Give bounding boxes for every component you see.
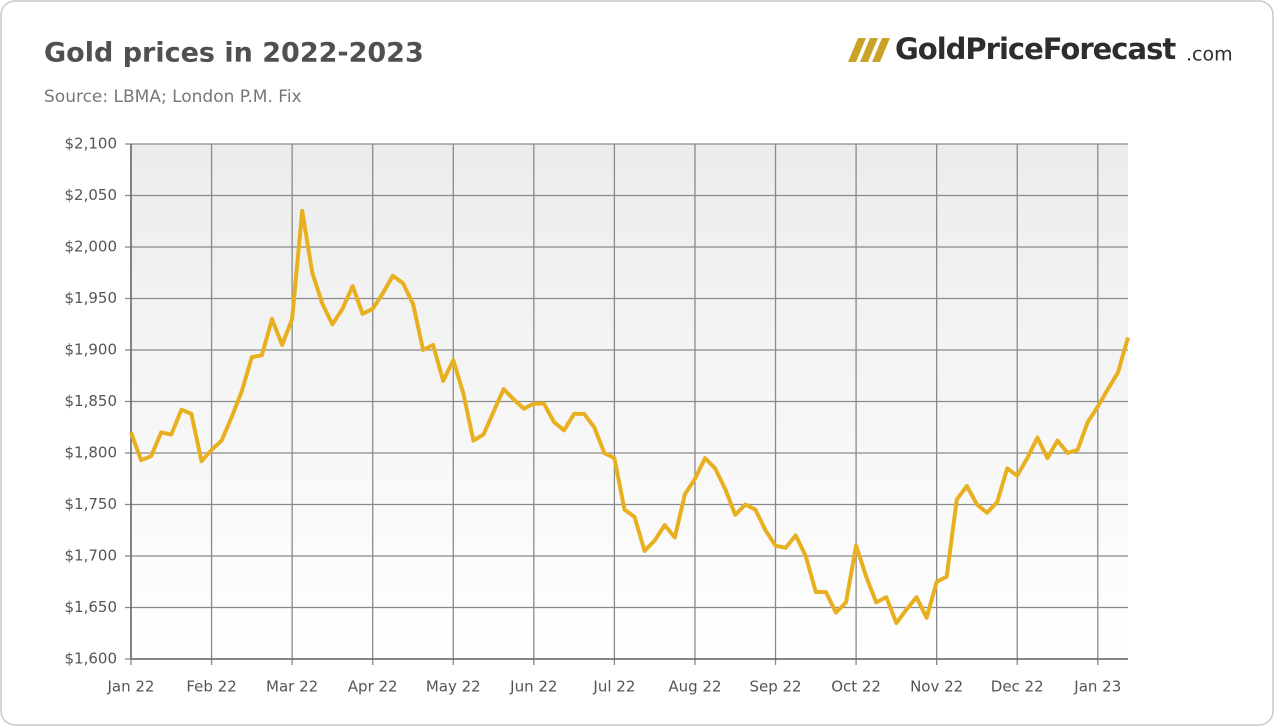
y-tick-label: $1,950 — [65, 289, 118, 307]
x-tick-label: Dec 22 — [991, 678, 1044, 696]
chart-subtitle: Source: LBMA; London P.M. Fix — [44, 87, 302, 107]
x-tick-label: Jul 22 — [592, 678, 635, 696]
y-tick-label: $2,000 — [65, 238, 118, 256]
logo-mark — [848, 38, 890, 62]
x-tick-label: Mar 22 — [266, 678, 318, 696]
y-tick-label: $2,050 — [65, 186, 118, 204]
logo-suffix: .com — [1186, 44, 1233, 66]
logo: GoldPriceForecast — [895, 32, 1176, 66]
y-tick-label: $1,600 — [65, 650, 118, 668]
x-tick-label: Jun 22 — [509, 678, 557, 696]
x-tick-label: Jan 22 — [107, 678, 155, 696]
y-tick-label: $1,850 — [65, 392, 118, 410]
y-tick-label: $1,900 — [65, 341, 118, 359]
x-tick-label: Aug 22 — [668, 678, 721, 696]
x-tick-label: May 22 — [426, 678, 481, 696]
x-tick-label: Jan 23 — [1073, 678, 1121, 696]
x-tick-label: Apr 22 — [348, 678, 398, 696]
y-tick-label: $2,100 — [65, 135, 118, 153]
chart-title: Gold prices in 2022-2023 — [44, 38, 424, 69]
x-tick-label: Nov 22 — [910, 678, 963, 696]
y-tick-label: $1,700 — [65, 547, 118, 565]
price-line — [129, 208, 1130, 625]
y-tick-label: $1,800 — [65, 444, 118, 462]
x-tick-label: Oct 22 — [831, 678, 881, 696]
x-tick-label: Feb 22 — [186, 678, 236, 696]
y-tick-label: $1,750 — [65, 495, 118, 513]
x-tick-label: Sep 22 — [749, 678, 801, 696]
y-tick-label: $1,650 — [65, 598, 118, 616]
